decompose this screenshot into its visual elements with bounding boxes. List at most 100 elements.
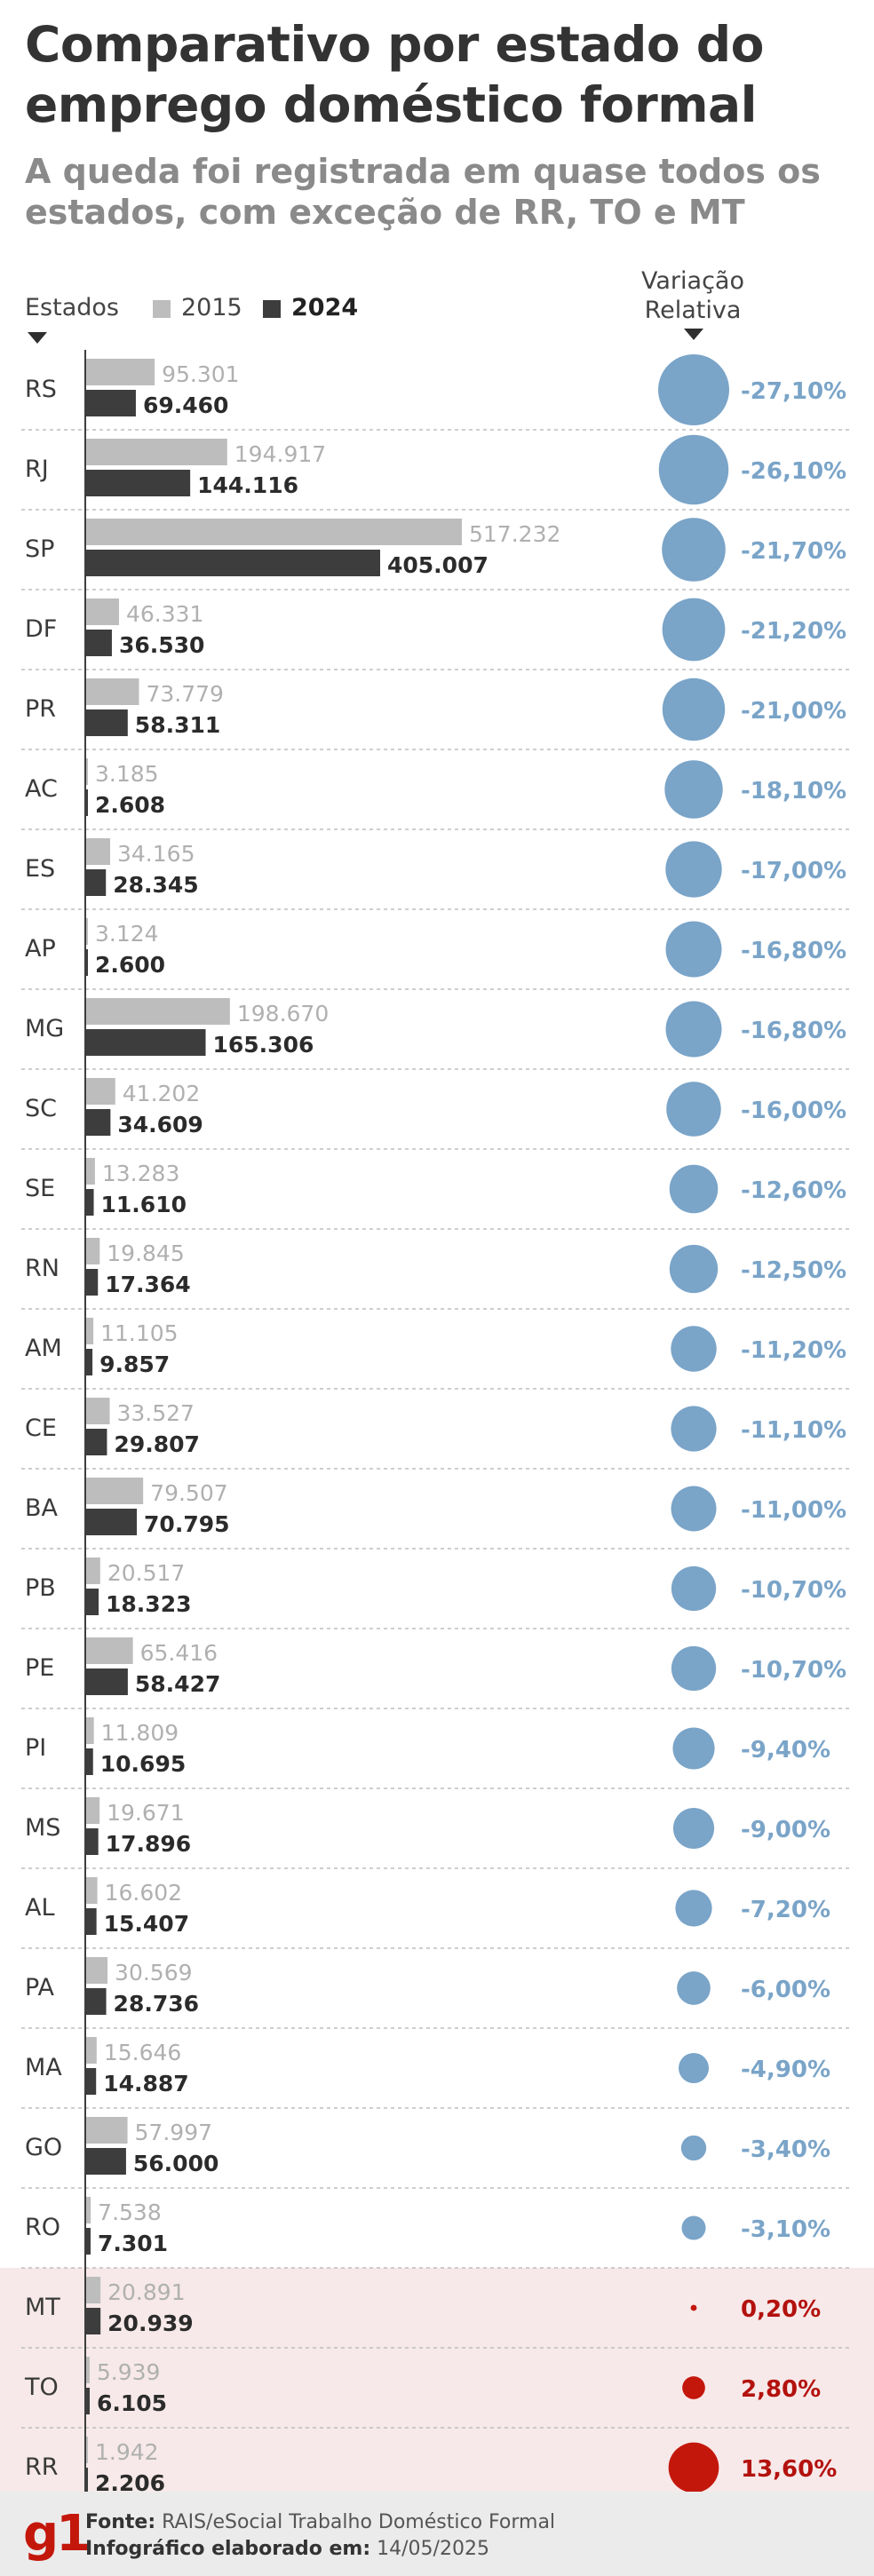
value-2015-se: 13.283 (102, 1161, 179, 1186)
state-label-ma: MA (25, 2054, 62, 2081)
value-2024-rn: 17.364 (105, 1272, 190, 1297)
value-2015-pa: 30.569 (115, 1960, 192, 1986)
state-label-ac: AC (25, 775, 58, 803)
variation-circle-rs (658, 354, 729, 425)
value-2024-sc: 34.609 (117, 1112, 203, 1137)
variation-circle-pr (662, 678, 726, 741)
variation-label-se: -12,60% (741, 1177, 846, 1204)
value-2024-to: 6.105 (97, 2390, 167, 2416)
bar-2015-al (85, 1877, 98, 1904)
bar-2024-ba (85, 1509, 138, 1535)
variation-circle-ce (671, 1406, 717, 1452)
source-line: Fonte: RAIS/eSocial Trabalho Doméstico F… (85, 2511, 555, 2533)
value-2015-es: 34.165 (117, 841, 195, 867)
value-2015-rs: 95.301 (162, 361, 239, 387)
value-2015-rj: 194.917 (234, 441, 326, 467)
value-2024-pb: 18.323 (106, 1591, 191, 1617)
state-label-am: AM (25, 1335, 62, 1362)
bar-2024-pa (85, 1988, 107, 2015)
states-column-label: Estados (25, 294, 119, 321)
credit-label: Infográfico elaborado em: (85, 2538, 371, 2560)
variation-sort-triangle-icon (684, 329, 703, 340)
value-2024-mg: 165.306 (213, 1032, 314, 1058)
bar-2024-pb (85, 1589, 99, 1615)
state-label-go: GO (25, 2134, 62, 2161)
value-2015-ce: 33.527 (116, 1400, 194, 1426)
bar-2024-pr (85, 709, 128, 736)
value-2015-ro: 7.538 (98, 2200, 162, 2225)
value-2024-es: 28.345 (113, 872, 198, 898)
state-label-es: ES (25, 855, 55, 883)
value-2015-df: 46.331 (126, 601, 203, 627)
bar-2015-se (85, 1158, 95, 1185)
variation-label-ce: -11,10% (741, 1417, 846, 1444)
variation-label-to: 2,80% (741, 2376, 821, 2403)
bar-2024-sp (85, 550, 381, 576)
state-label-ce: CE (25, 1415, 57, 1442)
state-label-rs: RS (25, 376, 57, 403)
value-2024-rs: 69.460 (143, 392, 228, 418)
value-2024-pa: 28.736 (114, 1991, 199, 2017)
value-2024-pi: 10.695 (100, 1751, 186, 1777)
value-2024-mt: 20.939 (107, 2310, 193, 2336)
variation-label-ma: -4,90% (741, 2057, 830, 2083)
variation-circle-ac (664, 760, 723, 819)
variation-label-mt: 0,20% (741, 2296, 821, 2323)
bar-2024-pe (85, 1668, 128, 1695)
bar-2015-sp (85, 519, 462, 545)
variation-label-ba: -11,00% (741, 1497, 846, 1524)
variation-label-rj: -26,10% (741, 458, 846, 485)
variation-label-al: -7,20% (741, 1897, 830, 1923)
value-2024-pr: 58.311 (135, 712, 220, 738)
bar-2015-ba (85, 1478, 144, 1504)
value-2024-am: 9.857 (99, 1351, 170, 1377)
bar-2015-df (85, 598, 119, 625)
state-label-df: DF (25, 615, 57, 643)
variation-label-ms: -9,00% (741, 1817, 830, 1843)
bar-2015-ro (85, 2197, 91, 2223)
bar-2015-ac (85, 758, 88, 785)
bar-2015-rn (85, 1238, 100, 1264)
variation-circle-es (665, 841, 722, 898)
value-2024-ms: 17.896 (106, 1831, 191, 1857)
bar-2015-rs (85, 359, 155, 385)
variation-label-df: -21,20% (741, 618, 846, 645)
bar-2015-ap (85, 918, 88, 945)
variation-label-ac: -18,10% (741, 778, 846, 805)
state-label-ap: AP (25, 935, 56, 963)
variation-label-rs: -27,10% (741, 378, 846, 405)
bar-2024-ms (85, 1828, 99, 1855)
variation-circle-to (682, 2376, 705, 2399)
bar-2015-ce (85, 1398, 110, 1424)
variation-circle-ap (665, 921, 722, 978)
value-2024-sp: 405.007 (387, 552, 489, 578)
variation-label-pr: -21,00% (741, 698, 846, 725)
variation-circle-ma (678, 2052, 710, 2084)
variation-circle-mg (665, 1001, 722, 1058)
variation-circle-am (671, 1326, 717, 1372)
bar-2024-ac (85, 789, 88, 816)
bar-2024-ce (85, 1429, 107, 1455)
bar-2024-am (85, 1349, 93, 1375)
state-label-pr: PR (25, 695, 56, 723)
bar-2024-es (85, 869, 107, 896)
value-2015-sp: 517.232 (469, 521, 560, 547)
state-label-pe: PE (25, 1654, 54, 1682)
variation-circle-go (680, 2135, 707, 2161)
value-2024-rr: 2.206 (95, 2470, 165, 2492)
value-2024-rj: 144.116 (197, 472, 298, 498)
value-2024-al: 15.407 (104, 1911, 189, 1937)
bar-2015-to (85, 2357, 90, 2383)
bar-2024-df (85, 630, 112, 656)
value-2015-ac: 3.185 (95, 761, 159, 787)
value-2024-ce: 29.807 (114, 1431, 199, 1457)
value-2015-pr: 73.779 (146, 681, 223, 707)
value-2024-ap: 2.600 (95, 952, 165, 978)
value-2015-go: 57.997 (135, 2120, 212, 2145)
value-2015-pb: 20.517 (107, 1560, 185, 1586)
highlight-row-bg-to (0, 2348, 874, 2428)
bar-2024-rs (85, 390, 136, 416)
variation-label-ap: -16,80% (741, 938, 846, 964)
value-2015-ma: 15.646 (104, 2040, 181, 2065)
